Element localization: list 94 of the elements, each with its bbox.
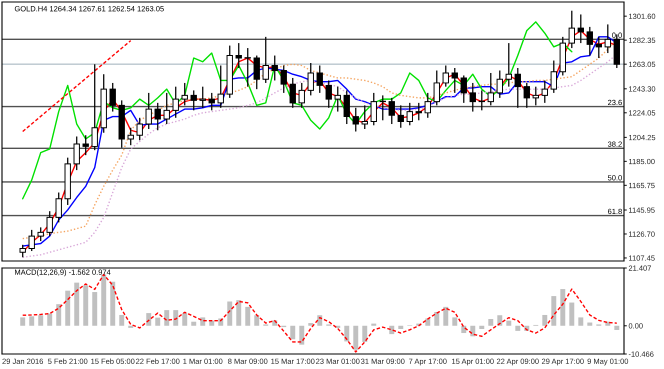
candlestick [146, 92, 152, 130]
candlestick [46, 210, 53, 237]
bar [542, 314, 548, 326]
candlestick [398, 104, 404, 128]
candlestick [262, 36, 269, 84]
bar [119, 314, 124, 326]
candlestick [470, 82, 476, 112]
candlestick [532, 86, 539, 106]
candlestick [406, 102, 413, 126]
candlestick [244, 47, 251, 88]
bar [38, 315, 44, 326]
candlestick [370, 92, 377, 126]
candlestick [290, 77, 296, 108]
candlestick [352, 107, 359, 132]
candlestick [92, 64, 98, 151]
bar [92, 292, 98, 326]
bar [488, 319, 494, 326]
candlestick [128, 127, 134, 146]
bar [614, 326, 620, 330]
bar [506, 320, 512, 326]
bar [560, 289, 566, 326]
candlestick [254, 54, 260, 90]
candlestick [200, 86, 206, 108]
bar [551, 296, 556, 326]
bar [83, 285, 88, 326]
candlestick [334, 86, 341, 112]
candlestick [236, 42, 242, 69]
candlestick [496, 70, 503, 99]
bar [479, 326, 484, 329]
candlestick [452, 67, 458, 94]
candlestick [460, 74, 467, 104]
bar [587, 322, 592, 326]
candlestick [154, 102, 161, 131]
candlestick [434, 70, 440, 106]
candlestick [362, 104, 368, 130]
bar [515, 326, 520, 331]
bar [155, 318, 160, 326]
bar [569, 302, 574, 326]
bar [353, 326, 358, 350]
candlestick [308, 62, 314, 96]
candlestick [388, 97, 395, 125]
candlestick [164, 92, 170, 125]
bar [290, 326, 296, 340]
bar [56, 304, 62, 326]
candlestick [190, 90, 197, 111]
candlestick [524, 82, 530, 108]
bar [47, 314, 52, 326]
candlestick [136, 117, 143, 141]
bar [110, 282, 116, 326]
bar [146, 313, 152, 326]
candlestick [74, 136, 80, 171]
bar [182, 313, 188, 326]
bar [74, 282, 80, 326]
candlestick [604, 24, 611, 54]
bar [308, 323, 314, 326]
bar [452, 317, 458, 326]
candlestick [550, 60, 557, 94]
candlestick [208, 92, 215, 111]
candlestick [20, 244, 26, 258]
candlestick [424, 92, 431, 118]
candlestick [272, 54, 278, 82]
candlestick [182, 82, 188, 106]
bar [101, 274, 106, 326]
bar [20, 317, 26, 326]
candlestick [514, 67, 521, 108]
candlestick [506, 42, 512, 88]
candlestick [542, 80, 548, 104]
candlestick [596, 36, 602, 59]
candlestick [28, 229, 35, 252]
candlestick [218, 64, 224, 108]
bar [245, 306, 250, 326]
candlestick [344, 90, 350, 125]
bar [191, 322, 196, 326]
candlestick [316, 64, 323, 94]
line-series [22, 21, 572, 200]
bar [65, 290, 70, 326]
candlestick [172, 86, 179, 118]
candlestick [568, 10, 575, 49]
candlestick [280, 64, 287, 94]
candlestick [442, 64, 449, 88]
candlestick [298, 82, 305, 108]
candlestick [110, 82, 116, 112]
candlestick [82, 134, 89, 156]
candlestick [326, 80, 332, 108]
candlestick [416, 102, 422, 121]
candlestick [488, 72, 494, 106]
candlestick [578, 14, 584, 44]
bar [578, 317, 584, 326]
bar [497, 315, 502, 326]
candlestick [586, 26, 593, 56]
bar [470, 326, 476, 336]
candlestick [38, 226, 44, 242]
candlestick [56, 192, 62, 224]
bar [29, 316, 34, 326]
